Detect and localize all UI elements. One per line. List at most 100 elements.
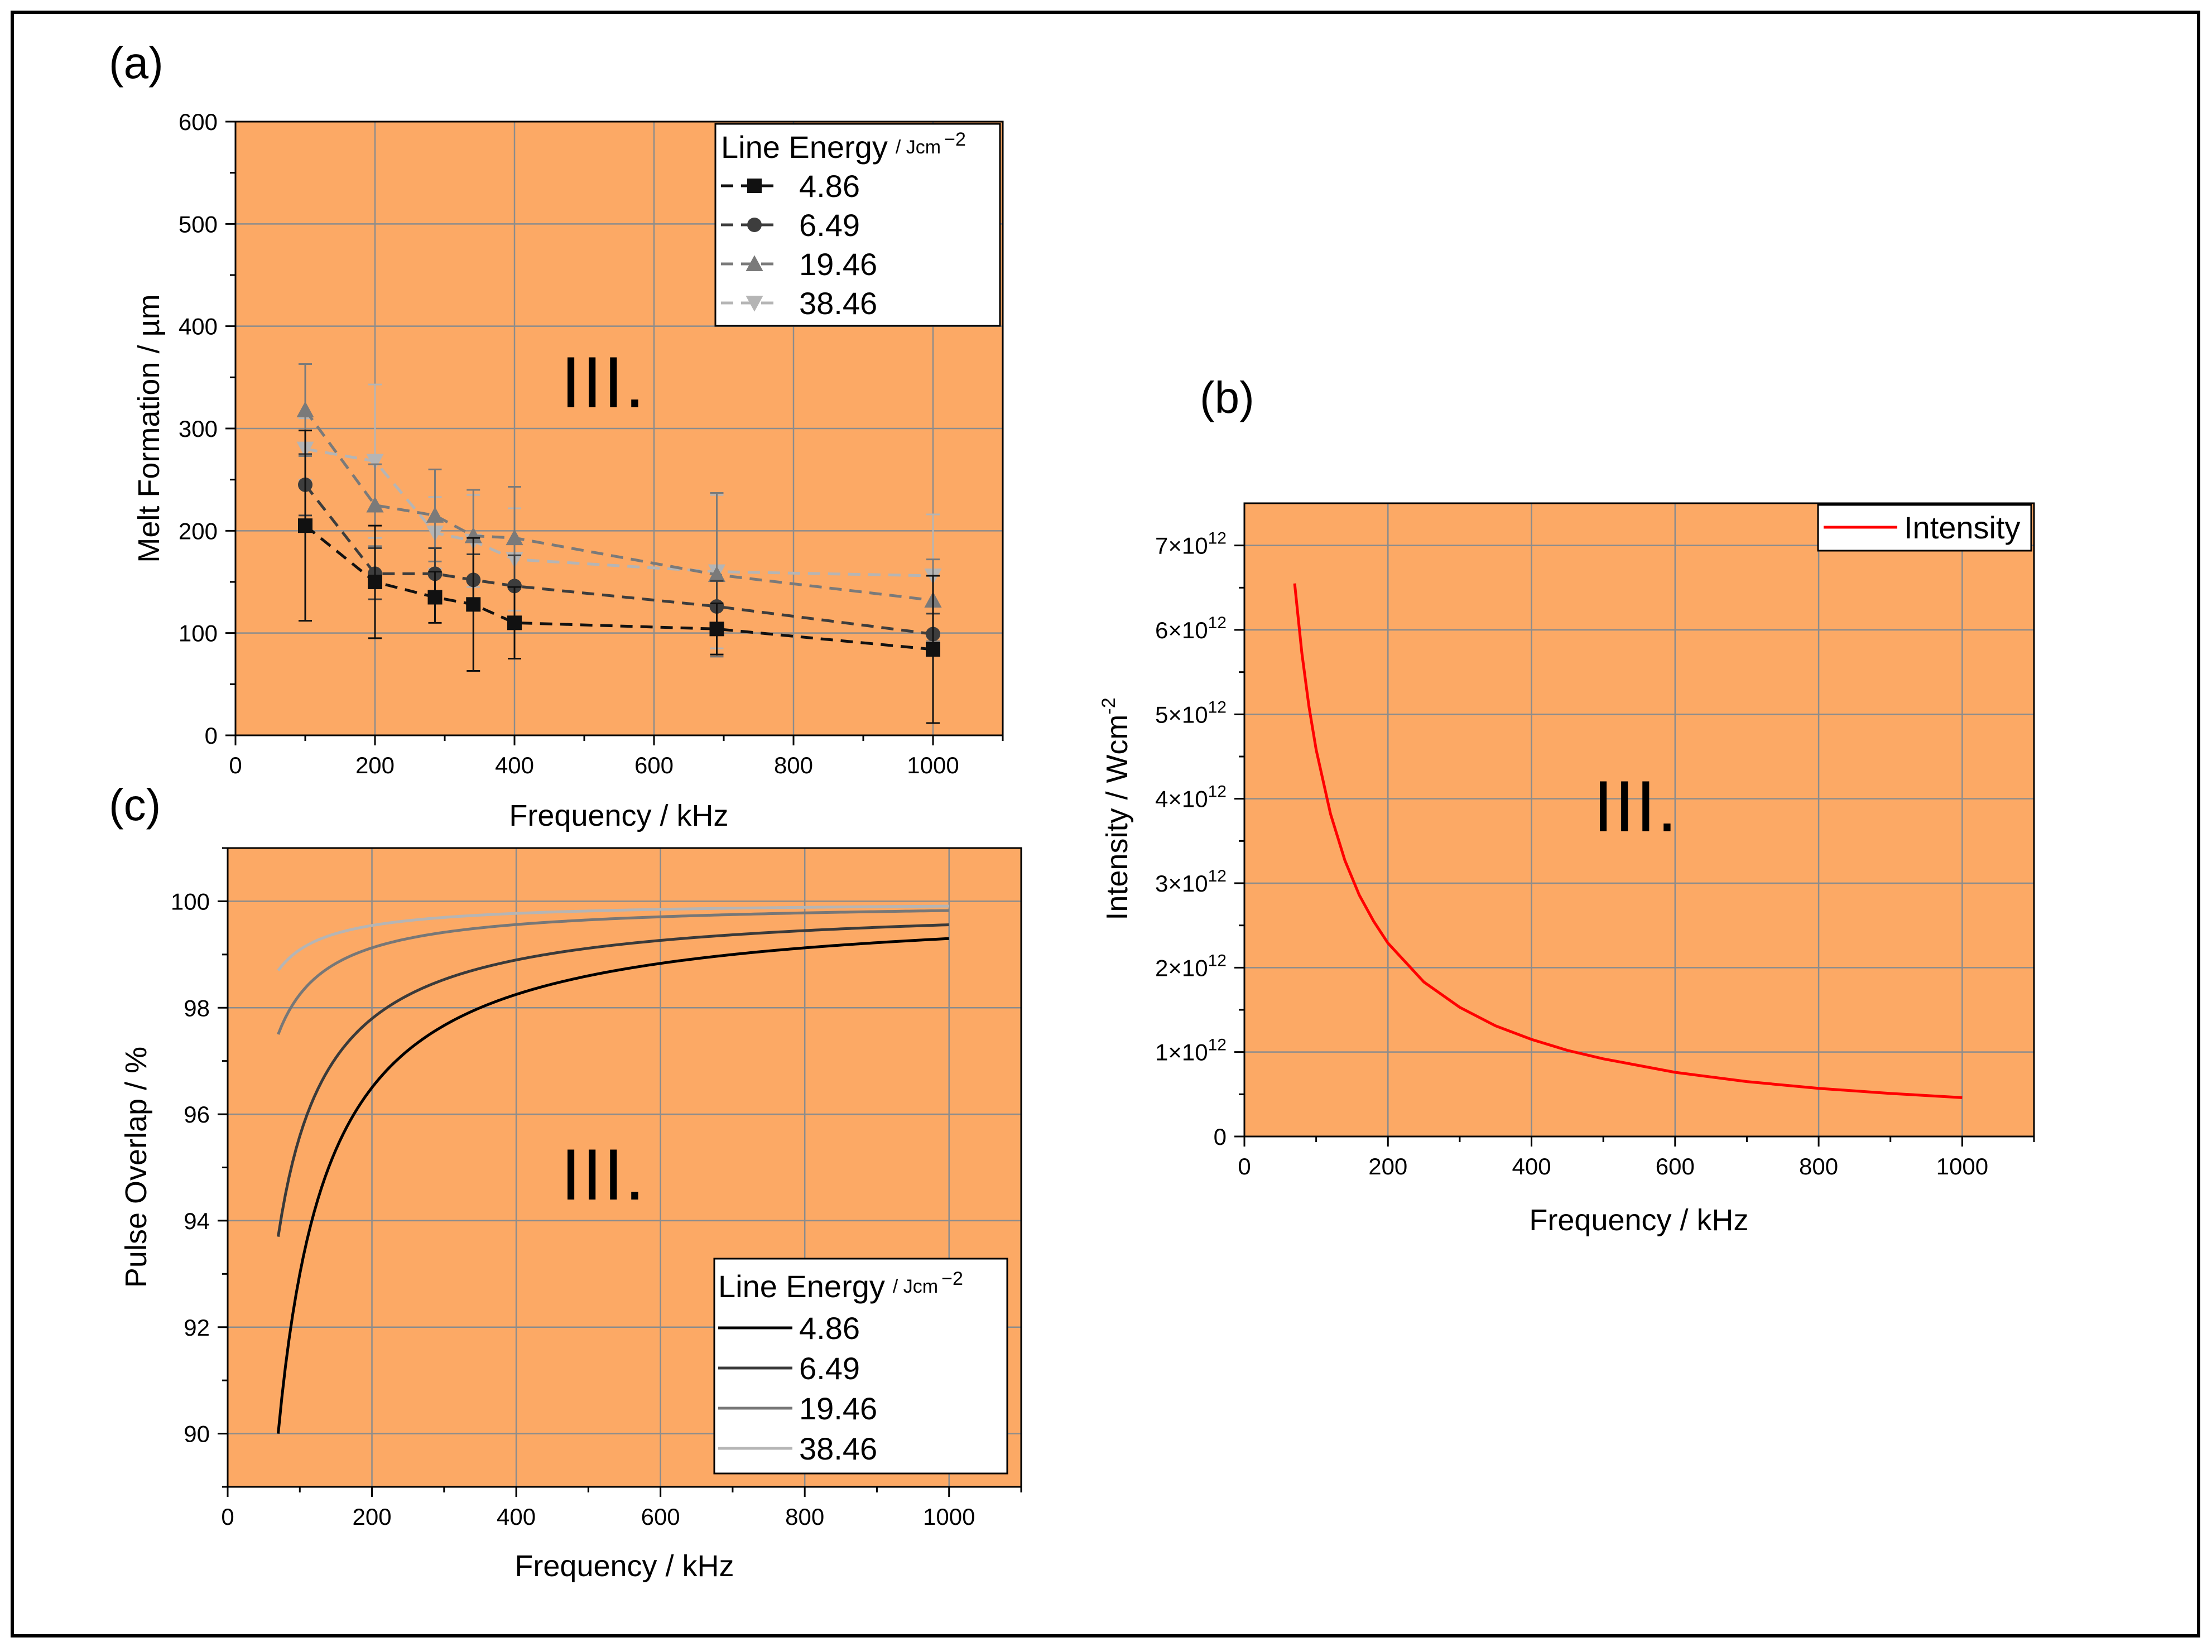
c-ytick-label: 92 xyxy=(184,1314,210,1341)
panel-c-region-label: III. xyxy=(561,1134,646,1215)
a-legend-label: 6.49 xyxy=(799,208,860,243)
c-legend-label: 6.49 xyxy=(799,1351,860,1386)
a-xtick-label: 200 xyxy=(355,752,395,778)
a-ytick-label: 200 xyxy=(179,518,218,544)
panel-a: (a) 0 200 400 600 800 1000 0 100 200 300 400 500 600… xyxy=(109,38,1004,832)
c-xtick-label: 800 xyxy=(785,1504,824,1530)
a-ytick-label: 300 xyxy=(179,416,218,442)
panel-c-series xyxy=(277,904,949,1434)
figure-frame xyxy=(11,11,2200,1637)
a-xtick-label: 1000 xyxy=(907,752,959,778)
a-point-4.86 xyxy=(298,518,312,533)
b-xtick-label: 600 xyxy=(1656,1153,1695,1179)
a-ytick-label: 100 xyxy=(179,620,218,647)
panel-a-region-label: III. xyxy=(561,341,646,423)
a-point-19.46 xyxy=(464,527,482,543)
panel-b-grid xyxy=(1244,503,2034,1136)
a-point-4.86 xyxy=(427,590,443,605)
panel-b-xlabel: Frequency / kHz xyxy=(1529,1203,1748,1237)
panel-a-series xyxy=(296,363,942,724)
c-ytick-label: 96 xyxy=(184,1101,210,1128)
b-ytick-label: 3×1012 xyxy=(1155,867,1227,897)
b-xtick-label: 1000 xyxy=(1936,1153,1988,1179)
a-legend-label: 38.46 xyxy=(799,286,877,321)
a-legend-label: 4.86 xyxy=(799,168,860,204)
b-ytick-label: 5×1012 xyxy=(1155,698,1227,728)
b-xtick-label: 800 xyxy=(1799,1153,1838,1179)
panel-b-ticks: 0 200 400 600 800 1000 0 1×1012 2×1012 3×1012 4×10… xyxy=(1155,529,2035,1179)
panel-c-legend-box xyxy=(713,1258,1008,1475)
a-point-4.86 xyxy=(507,615,522,630)
panel-b-ylabel: Intensity / Wcm-2 xyxy=(1098,697,1134,920)
c-xtick-label: 400 xyxy=(497,1504,536,1530)
panel-a-grid xyxy=(235,122,1003,735)
c-series-line-4.86 xyxy=(277,937,949,1434)
b-ytick-label: 2×1012 xyxy=(1155,951,1227,981)
b-ytick-label: 6×1012 xyxy=(1155,614,1227,643)
a-ytick-label: 500 xyxy=(179,211,218,237)
b-xtick-label: 0 xyxy=(1238,1153,1251,1179)
c-series-line-6.49 xyxy=(277,923,949,1237)
a-point-4.86 xyxy=(709,622,724,637)
panel-a-label: (a) xyxy=(109,38,164,88)
b-series-line-intensity xyxy=(1293,583,1963,1099)
c-legend-label: 19.46 xyxy=(799,1391,877,1426)
panel-a-legend-entries: 4.86 6.49 19.46 38.46 xyxy=(721,168,877,321)
b-ytick-label: 4×1012 xyxy=(1155,783,1227,812)
panel-a-ylabel: Melt Formation / µm xyxy=(132,294,166,562)
b-ytick-label: 7×1012 xyxy=(1155,529,1227,559)
c-xtick-label: 1000 xyxy=(923,1504,975,1530)
c-xtick-label: 600 xyxy=(641,1504,680,1530)
panel-b-series xyxy=(1293,583,1963,1099)
a-point-38.46 xyxy=(366,454,384,470)
b-ytick-label: 0 xyxy=(1214,1124,1227,1150)
a-point-19.46 xyxy=(708,566,726,582)
a-point-19.46 xyxy=(366,496,384,513)
a-xtick-label: 400 xyxy=(495,752,534,778)
panel-b-plot-bg xyxy=(1244,503,2034,1136)
panel-c-legend: Line Energy / Jcm −2 4.86 6.49 19.46 38.46 xyxy=(713,1258,1008,1475)
a-point-4.86 xyxy=(926,642,940,657)
c-series-line-38.46 xyxy=(277,904,949,971)
a-xtick-label: 600 xyxy=(634,752,674,778)
a-point-19.46 xyxy=(426,507,444,523)
panel-a-legend: Line Energy / Jcm −2 4.86 6.49 19.46 38.46 xyxy=(714,123,1001,327)
b-ytick-label: 1×1012 xyxy=(1155,1036,1227,1066)
a-xtick-label: 0 xyxy=(229,752,242,778)
a-point-4.86 xyxy=(368,575,382,589)
panel-c-label: (c) xyxy=(109,780,161,830)
c-xtick-label: 0 xyxy=(221,1504,234,1530)
a-point-6.49 xyxy=(507,579,522,594)
c-ytick-label: 90 xyxy=(184,1421,210,1447)
a-legend-label: 19.46 xyxy=(799,247,877,282)
c-legend-label: 4.86 xyxy=(799,1311,860,1346)
a-ytick-label: 400 xyxy=(179,314,218,340)
panel-b-plot-border xyxy=(1243,502,2035,1138)
c-legend-label: 38.46 xyxy=(799,1431,877,1466)
a-point-19.46 xyxy=(296,401,314,417)
a-legend-swatch-marker xyxy=(747,179,762,193)
panel-a-xlabel: Frequency / kHz xyxy=(509,799,728,832)
a-legend-swatch-marker xyxy=(746,255,763,271)
a-ytick-label: 600 xyxy=(179,109,218,135)
panel-b-label: (b) xyxy=(1200,373,1254,422)
c-ytick-label: 94 xyxy=(184,1208,210,1234)
b-xtick-label: 200 xyxy=(1368,1153,1407,1179)
panel-c-legend-entries: 4.86 6.49 19.46 38.46 xyxy=(718,1311,877,1466)
panel-a-legend-title: Line Energy / Jcm −2 xyxy=(721,129,966,165)
c-ytick-label: 100 xyxy=(171,888,210,914)
a-xtick-label: 800 xyxy=(774,752,813,778)
a-point-19.46 xyxy=(506,529,523,546)
panel-c-xlabel: Frequency / kHz xyxy=(514,1549,734,1583)
panel-b-legend: Intensity xyxy=(1817,504,2032,552)
panel-c-ylabel: Pulse Overlap / % xyxy=(119,1047,153,1288)
b-xtick-label: 400 xyxy=(1512,1153,1551,1179)
panel-c-legend-title: Line Energy / Jcm −2 xyxy=(718,1268,963,1304)
c-ytick-label: 98 xyxy=(184,995,210,1021)
a-legend-swatch-marker xyxy=(747,218,762,232)
panel-b-legend-entry: Intensity xyxy=(1904,510,2021,545)
a-ytick-label: 0 xyxy=(205,723,218,749)
panel-b: (b) 0 200 400 600 800 1000 0 1×1012 2×1012 3×1012… xyxy=(1098,373,2035,1237)
